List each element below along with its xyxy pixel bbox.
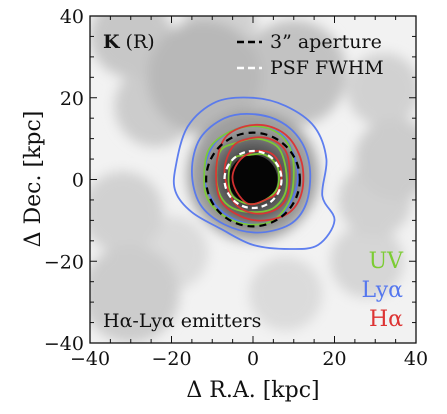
legend-aperture-label: 3” aperture (270, 31, 382, 53)
image-blob-2 (330, 224, 404, 298)
band-label: K (R) (103, 31, 155, 53)
legend-psf-label: PSF FWHM (270, 57, 384, 79)
y-axis-title: Δ Dec. [kpc] (21, 111, 46, 248)
aperture-circle (205, 131, 301, 228)
x-tick-label-2: 0 (247, 348, 259, 370)
x-tick-label-4: 40 (404, 348, 428, 370)
contour-h-6 (215, 123, 305, 222)
band-label-rest: (R) (120, 31, 155, 53)
image-blob-6 (346, 52, 416, 127)
aperture-layer (205, 131, 301, 228)
image-blob-0 (248, 257, 323, 331)
contour-layer (172, 96, 336, 250)
contour-ly-1 (190, 112, 312, 234)
band-label-bold: K (103, 31, 121, 53)
series-label-uv: UV (369, 249, 405, 274)
y-tick-label-0: −40 (44, 333, 84, 355)
series-label-ha: Hα (369, 307, 403, 332)
image-blob-9 (90, 245, 180, 343)
x-tick-label-1: −20 (151, 348, 191, 370)
central-source (228, 155, 278, 204)
contour-h-7 (223, 136, 291, 215)
y-tick-label-3: 20 (60, 88, 84, 110)
sample-annotation: Hα-Lyα emitters (103, 310, 261, 332)
image-blob-12 (147, 20, 262, 135)
tick-layer: −40 −20 0 20 40 −40 −20 0 20 40 (44, 6, 428, 370)
contour-ly-0 (172, 96, 336, 250)
x-axis-title: Δ R.A. [kpc] (186, 378, 319, 403)
x-tick-label-3: 20 (322, 348, 346, 370)
psf-circle (223, 149, 283, 210)
y-tick-label-4: 40 (60, 6, 84, 28)
contour-uv-3 (203, 125, 295, 226)
image-blob-8 (354, 118, 416, 200)
contour-uv-5 (227, 152, 280, 206)
x-tick-label-0: −40 (70, 348, 110, 370)
y-tick-label-2: 0 (72, 170, 84, 192)
y-tick-label-1: −20 (44, 251, 84, 273)
image-blob-5 (90, 171, 164, 253)
series-label-lya: Lyα (361, 278, 403, 303)
